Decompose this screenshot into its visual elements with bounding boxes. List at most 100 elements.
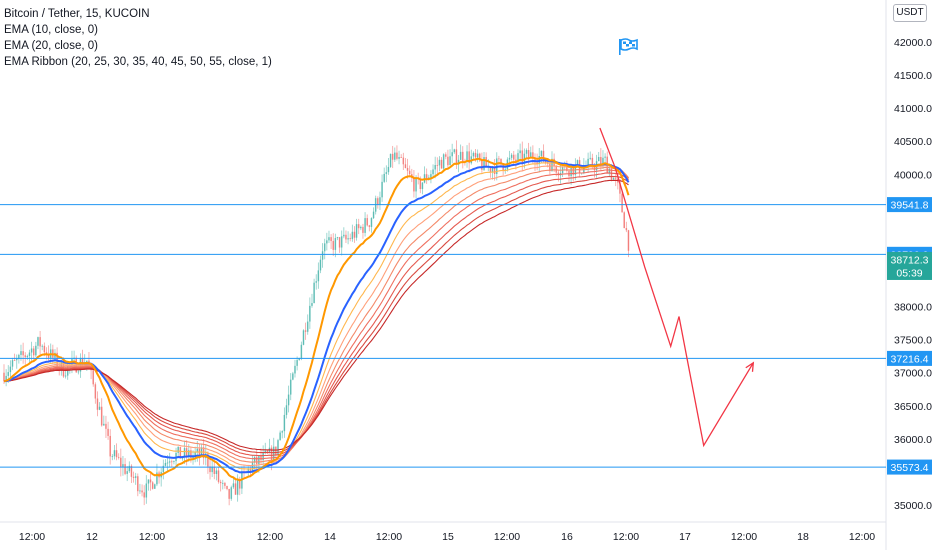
candle-body [317, 270, 320, 282]
candle-body [113, 450, 116, 457]
candle-body [614, 178, 617, 179]
candle-body [589, 157, 592, 159]
candle-body [449, 156, 451, 166]
candle-body [347, 238, 349, 240]
candle-body [481, 160, 483, 170]
candle-body [498, 158, 500, 160]
candle-body [143, 492, 145, 498]
candle-body [421, 182, 424, 190]
candle-body [438, 159, 441, 166]
candle-body [92, 370, 95, 385]
candle-body [134, 476, 137, 478]
candle-body [368, 225, 371, 227]
level-label: 37216.4 [891, 353, 929, 365]
candle-body [313, 282, 315, 304]
candle-body [466, 151, 468, 162]
candle-body [141, 490, 143, 493]
candle-body [623, 212, 626, 229]
countdown-label: 05:39 [896, 267, 922, 279]
legend-ema20[interactable]: EMA (20, close, 0) [4, 40, 98, 52]
candle-body [357, 224, 360, 229]
candle-body [281, 431, 284, 433]
candle-body [345, 234, 347, 240]
projection-arrowhead [745, 361, 755, 372]
candle-body [100, 406, 103, 426]
candle-body [77, 371, 80, 373]
candle-body [98, 406, 101, 410]
candle-body [264, 450, 267, 453]
level-label-box [887, 459, 932, 475]
candle-body [236, 479, 239, 495]
candle-body [319, 259, 322, 271]
candle-body [385, 172, 388, 174]
candle-body [18, 354, 20, 359]
candle-body [328, 237, 330, 241]
candle-body [277, 440, 279, 456]
candle-body [544, 161, 547, 163]
candle-body [349, 238, 352, 240]
candle-body [126, 471, 128, 474]
candle-body [183, 448, 186, 457]
y-tick-label: 41000.0 [894, 103, 932, 115]
x-tick-label: 15 [442, 531, 454, 543]
candle-body [11, 360, 14, 367]
candle-body [468, 151, 470, 164]
candle-body [304, 330, 307, 332]
level-label-box [887, 197, 932, 213]
ribbon-line [3, 179, 629, 451]
candle-body [103, 423, 105, 426]
candle-body [436, 165, 439, 166]
candle-body [115, 450, 118, 458]
candle-body [415, 177, 417, 192]
candle-body [396, 152, 398, 159]
candle-body [612, 178, 615, 180]
candle-body [440, 159, 443, 169]
y-tick-label: 41500.0 [894, 70, 932, 82]
candle-body [166, 462, 169, 464]
candle-body [132, 476, 135, 478]
candle-body [451, 152, 453, 157]
candle-body [9, 366, 12, 373]
legend-ema10[interactable]: EMA (10, close, 0) [4, 24, 98, 36]
candle-body [238, 479, 241, 489]
y-tick-label: 37000.0 [894, 368, 932, 380]
candle-body [432, 169, 434, 175]
candle-body [43, 345, 46, 353]
x-tick-label: 12:00 [494, 531, 520, 543]
candle-body [147, 479, 150, 484]
candle-body [591, 157, 594, 167]
candle-body [485, 157, 487, 168]
candle-body [570, 164, 572, 177]
candle-body [117, 457, 120, 458]
candle-body [608, 168, 611, 173]
candle-body [338, 237, 341, 248]
currency-selector[interactable]: USDT [893, 4, 927, 22]
candle-body [253, 456, 256, 463]
legend-ribbon[interactable]: EMA Ribbon (20, 25, 30, 35, 40, 45, 50, … [4, 56, 272, 68]
x-tick-label: 12:00 [731, 531, 757, 543]
candle-body [515, 159, 517, 162]
flag-icon[interactable] [618, 38, 638, 56]
candle-body [64, 375, 67, 377]
candle-body [447, 156, 449, 166]
legend-title[interactable]: Bitcoin / Tether, 15, KUCOIN [4, 8, 150, 20]
candle-body [185, 448, 188, 457]
candle-body [289, 379, 292, 395]
candle-body [258, 456, 260, 465]
candle-body [604, 156, 606, 158]
candle-body [15, 358, 18, 361]
candle-body [247, 468, 250, 472]
candle-body [170, 461, 173, 463]
x-tick-label: 18 [797, 531, 809, 543]
candle-body [551, 158, 553, 172]
y-tick-label: 35000.0 [894, 500, 932, 512]
candle-body [262, 452, 264, 461]
candle-body [619, 182, 621, 194]
candle-body [372, 211, 375, 219]
candle-body [478, 153, 481, 161]
candle-body [22, 351, 24, 356]
candle-body [351, 231, 354, 240]
candle-body [219, 481, 222, 484]
candle-body [226, 485, 228, 489]
